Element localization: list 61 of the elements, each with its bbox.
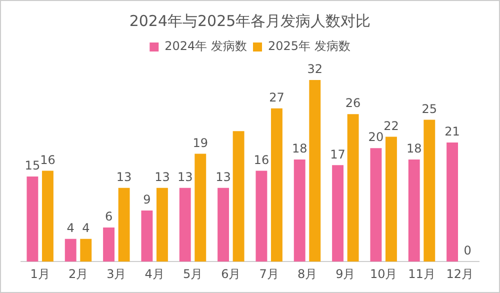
- data-label: 19: [192, 136, 208, 150]
- bar: [42, 170, 54, 262]
- bar: [347, 114, 359, 262]
- bar: [385, 136, 397, 262]
- x-tick-label: 9月: [336, 266, 356, 281]
- bar: [256, 170, 268, 262]
- bar: [232, 131, 244, 262]
- bar: [103, 228, 115, 262]
- bar: [141, 210, 153, 262]
- bar: [294, 159, 306, 262]
- data-label: 16: [40, 152, 56, 167]
- data-label: 18: [292, 142, 308, 156]
- bar: [80, 238, 92, 262]
- data-label: 17: [330, 147, 346, 162]
- x-tick-label: 4月: [144, 266, 164, 281]
- data-label: 27: [269, 90, 284, 105]
- bar: [218, 188, 230, 262]
- legend-label: 2024年 发病数: [164, 39, 248, 54]
- x-tick-label: 3月: [106, 266, 126, 281]
- data-label: 22: [384, 118, 399, 133]
- bar: [332, 165, 344, 262]
- x-tick-label: 11月: [408, 266, 436, 281]
- x-tick-label: 8月: [297, 266, 318, 281]
- bar: [118, 188, 130, 262]
- data-label: 13: [216, 170, 231, 184]
- x-tick-label: 1月: [30, 266, 50, 281]
- bar: [179, 188, 191, 262]
- x-tick-label: 2月: [68, 266, 88, 281]
- data-label: 13: [177, 170, 193, 184]
- data-label: 6: [104, 210, 113, 224]
- legend-label: 2025年 发病数: [268, 39, 350, 54]
- bar: [309, 80, 321, 262]
- bar: [370, 148, 382, 262]
- data-label: 26: [345, 96, 361, 110]
- bar: [424, 120, 436, 262]
- data-label: 21: [444, 124, 460, 139]
- data-label: 0: [464, 244, 472, 258]
- data-label: 32: [307, 62, 323, 76]
- bar: [194, 154, 206, 262]
- data-label: 4: [82, 221, 90, 236]
- x-tick-label: 7月: [259, 266, 279, 281]
- x-tick-label: 5月: [182, 266, 203, 281]
- data-label: 13: [154, 170, 170, 184]
- x-tick-label: 10月: [370, 266, 398, 281]
- x-tick-label: 12月: [446, 266, 474, 281]
- bar: [270, 108, 282, 262]
- data-label: 15: [24, 158, 40, 173]
- chart-title: 2024年与2025年各月发病人数对比: [129, 12, 371, 30]
- data-label: 18: [406, 142, 422, 156]
- bar: [408, 159, 420, 262]
- bar: [156, 188, 168, 262]
- x-tick-label: 6月: [221, 266, 241, 281]
- data-label: 13: [116, 170, 132, 184]
- data-label: 25: [422, 102, 438, 116]
- bar: [26, 176, 38, 262]
- data-label: 4: [66, 221, 74, 236]
- data-label: 20: [368, 130, 384, 144]
- data-label: 16: [254, 152, 270, 167]
- bar: [446, 142, 458, 262]
- bar: [64, 238, 76, 262]
- data-label: 9: [143, 192, 151, 207]
